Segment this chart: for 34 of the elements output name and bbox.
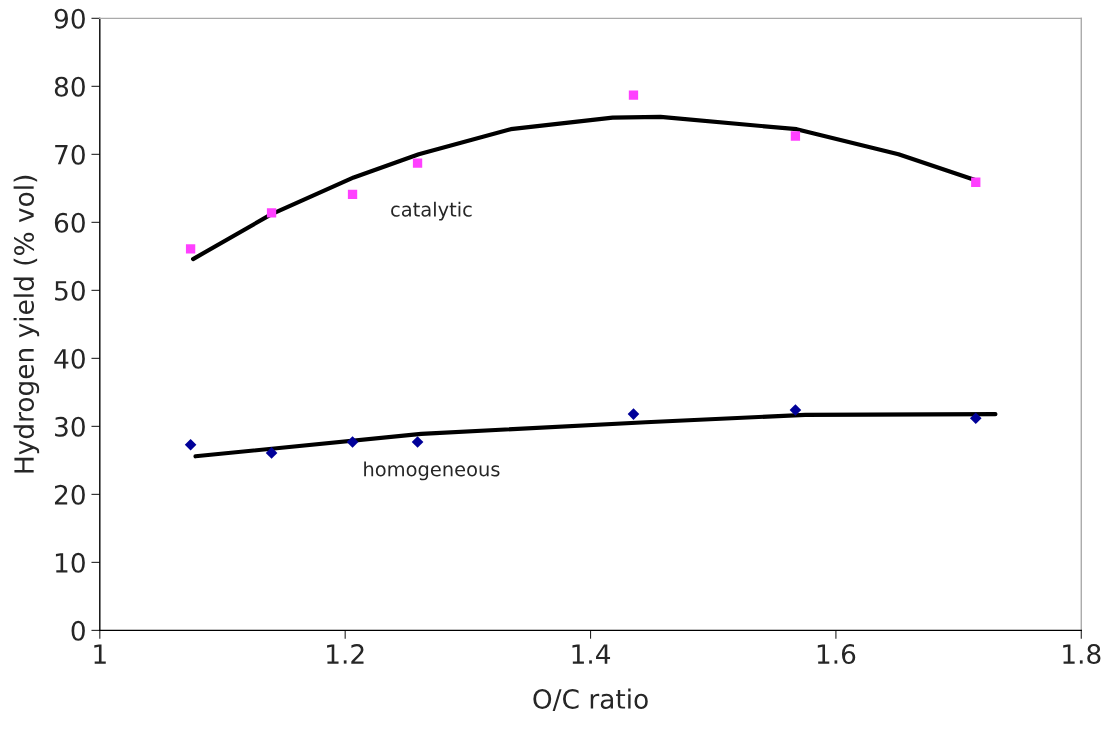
- y-tick-label: 40: [54, 348, 85, 369]
- x-axis-title: O/C ratio: [533, 688, 648, 712]
- point: [184, 438, 197, 451]
- y-tick-label: 60: [54, 212, 85, 233]
- y-tick-label: 90: [54, 8, 85, 29]
- point: [971, 177, 981, 187]
- x-tick-label: 1.8: [1063, 644, 1101, 664]
- point: [412, 158, 423, 168]
- point: [790, 131, 801, 141]
- point: [185, 244, 196, 254]
- point: [627, 408, 640, 420]
- y-tick-label: 70: [55, 144, 85, 165]
- y-tick-label: 0: [71, 620, 85, 641]
- y-axis-title: Hydrogen yield (% vol): [13, 175, 40, 473]
- y-tick-label: 50: [55, 280, 85, 301]
- point: [347, 189, 358, 200]
- line-series: [193, 412, 998, 459]
- y-tick-label: 10: [55, 552, 85, 573]
- x-tick-label: 1.4: [572, 644, 611, 664]
- x-tick-label: 1.2: [327, 644, 364, 664]
- series-label: catalytic: [391, 201, 472, 221]
- y-tick-label: 30: [55, 416, 85, 437]
- point: [266, 208, 277, 218]
- y-tick-label: 80: [54, 76, 85, 97]
- x-tick-label: 1.6: [817, 644, 856, 664]
- point: [411, 436, 424, 448]
- series-label: homogeneous: [364, 461, 500, 481]
- point: [265, 447, 278, 459]
- point: [628, 90, 639, 100]
- y-tick-label: 20: [54, 484, 85, 505]
- x-tick-label: 1: [94, 644, 106, 664]
- point: [789, 404, 802, 416]
- point: [969, 412, 982, 425]
- point: [346, 436, 359, 448]
